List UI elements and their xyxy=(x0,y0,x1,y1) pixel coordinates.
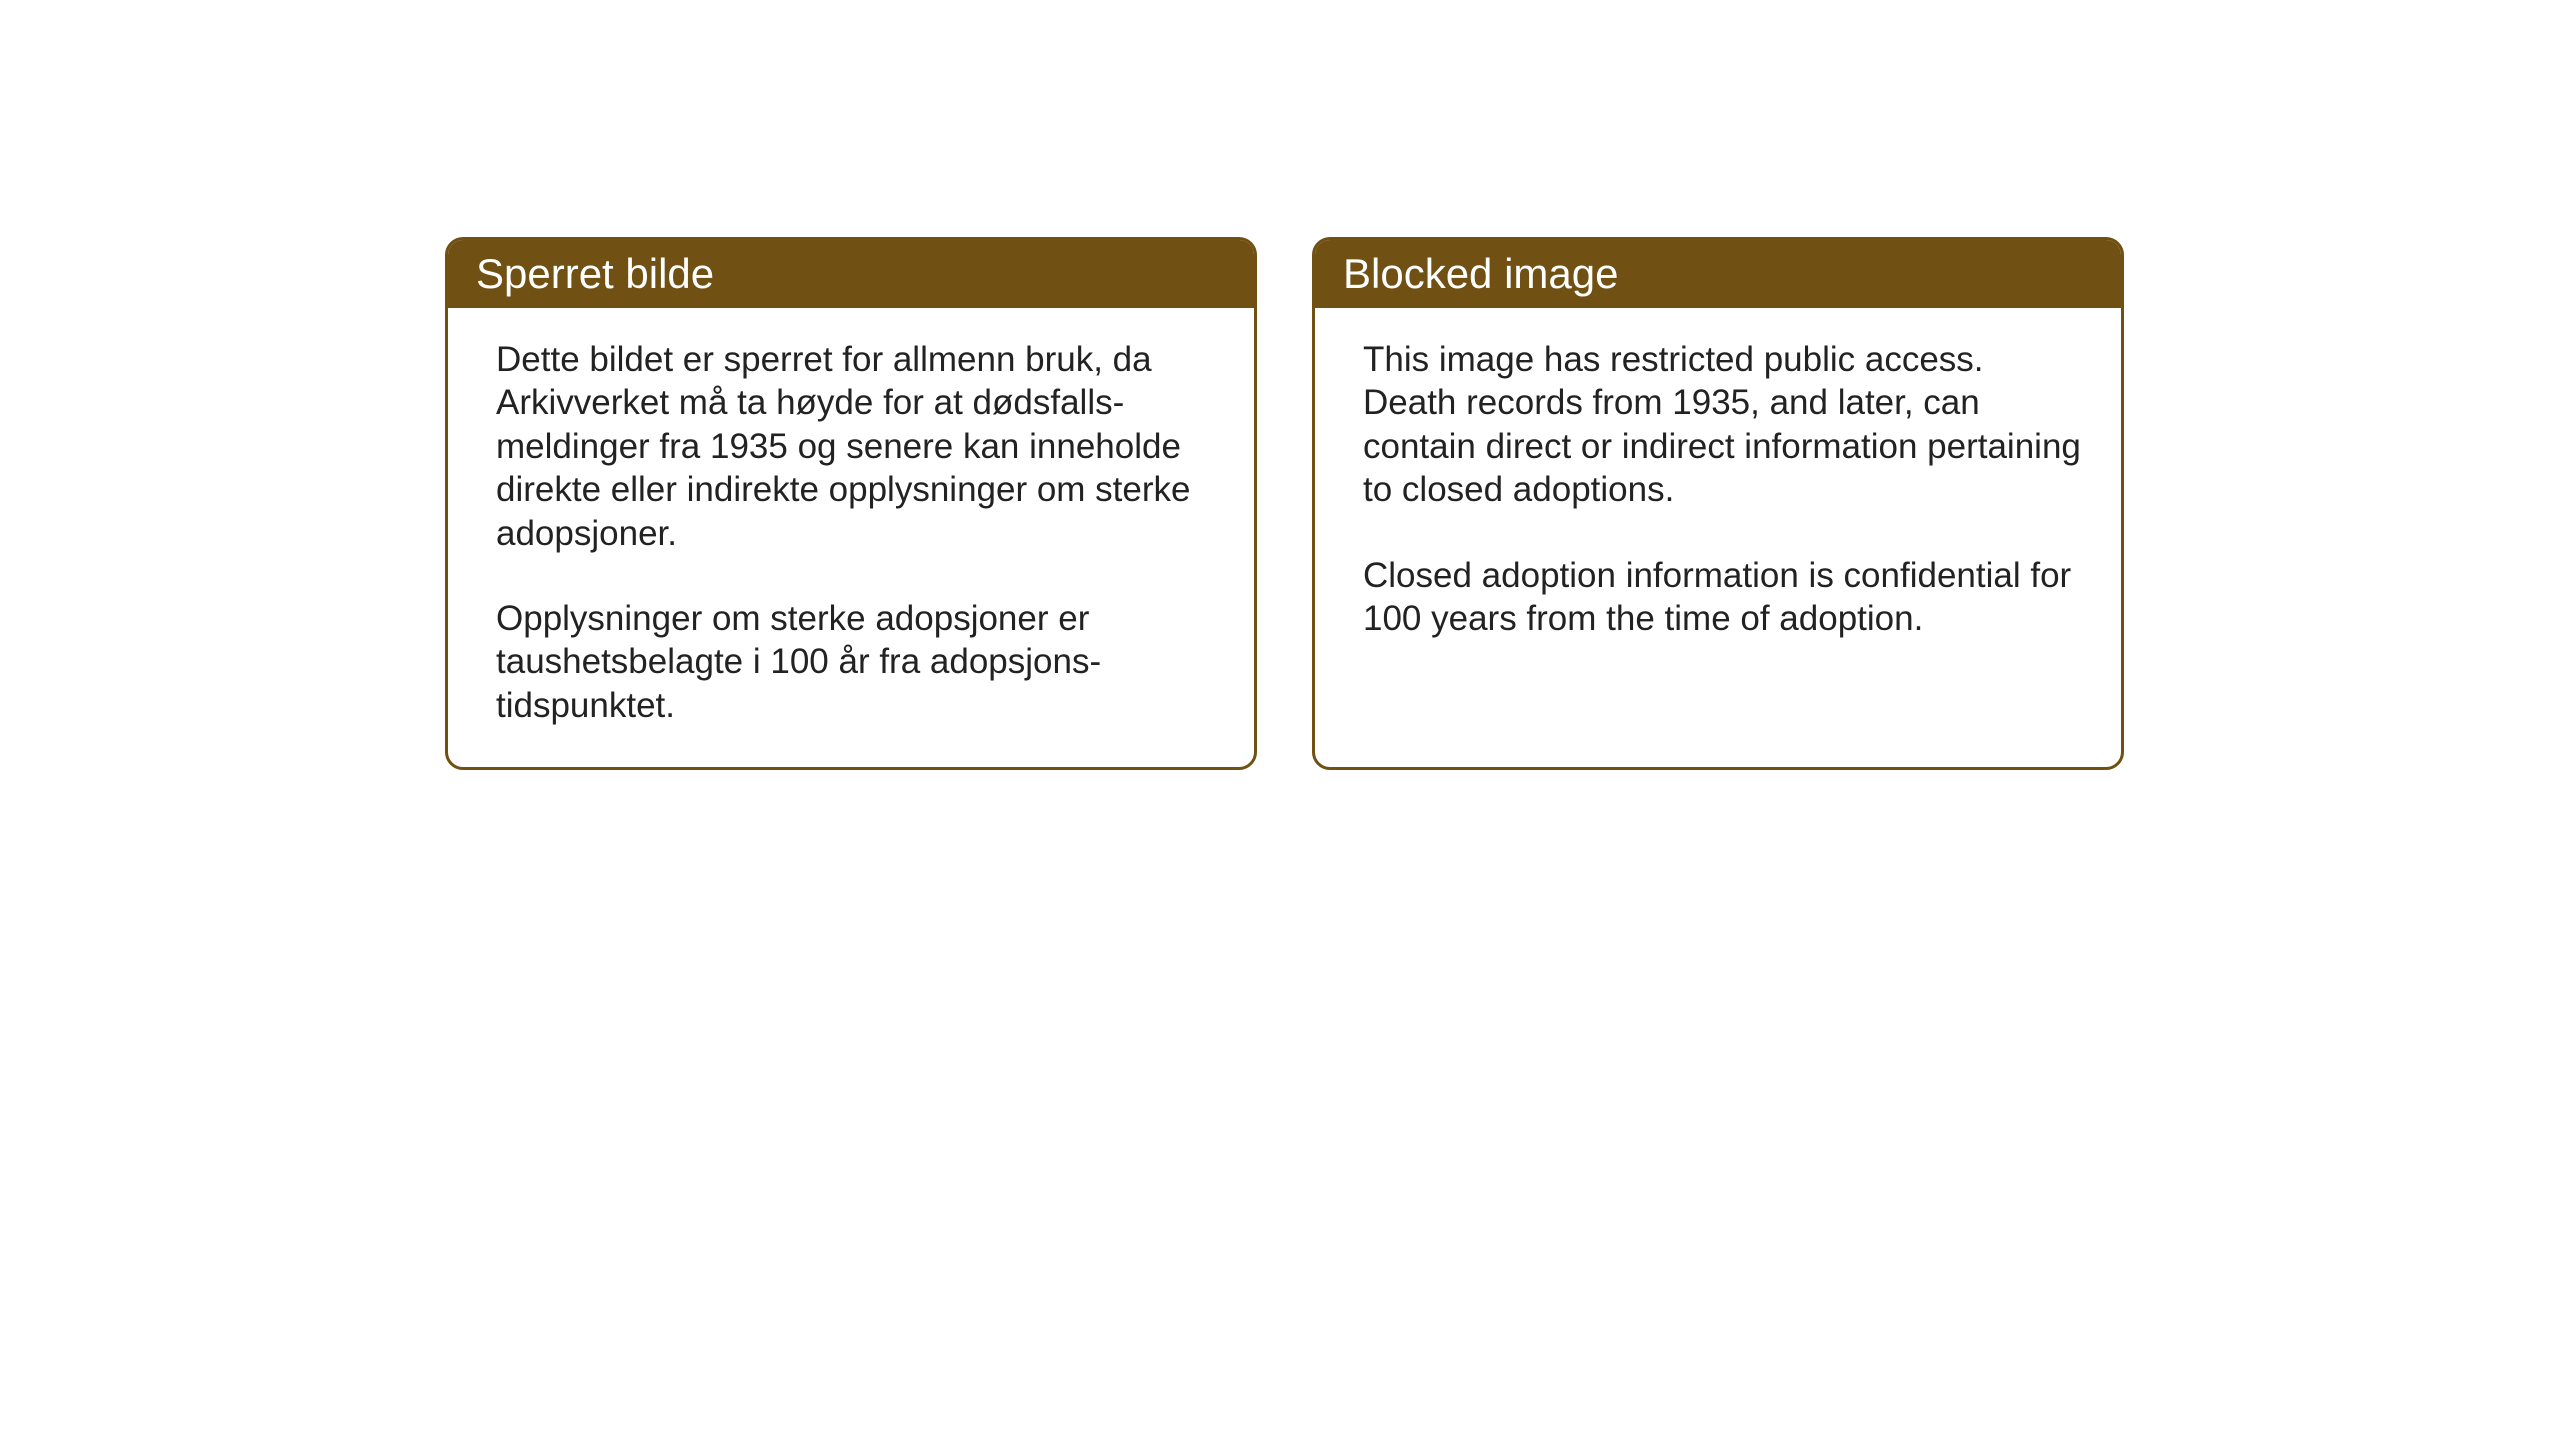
card-title-english: Blocked image xyxy=(1343,250,1618,297)
card-paragraph-1-english: This image has restricted public access.… xyxy=(1363,338,2081,512)
card-title-norwegian: Sperret bilde xyxy=(476,250,714,297)
card-body-norwegian: Dette bildet er sperret for allmenn bruk… xyxy=(448,308,1254,767)
card-paragraph-2-norwegian: Opplysninger om sterke adopsjoner er tau… xyxy=(496,597,1214,727)
notice-card-english: Blocked image This image has restricted … xyxy=(1312,237,2124,770)
card-header-english: Blocked image xyxy=(1315,240,2121,308)
card-header-norwegian: Sperret bilde xyxy=(448,240,1254,308)
notice-card-norwegian: Sperret bilde Dette bildet er sperret fo… xyxy=(445,237,1257,770)
card-body-english: This image has restricted public access.… xyxy=(1315,308,2121,680)
card-paragraph-1-norwegian: Dette bildet er sperret for allmenn bruk… xyxy=(496,338,1214,555)
notice-cards-container: Sperret bilde Dette bildet er sperret fo… xyxy=(445,237,2124,770)
card-paragraph-2-english: Closed adoption information is confident… xyxy=(1363,554,2081,641)
